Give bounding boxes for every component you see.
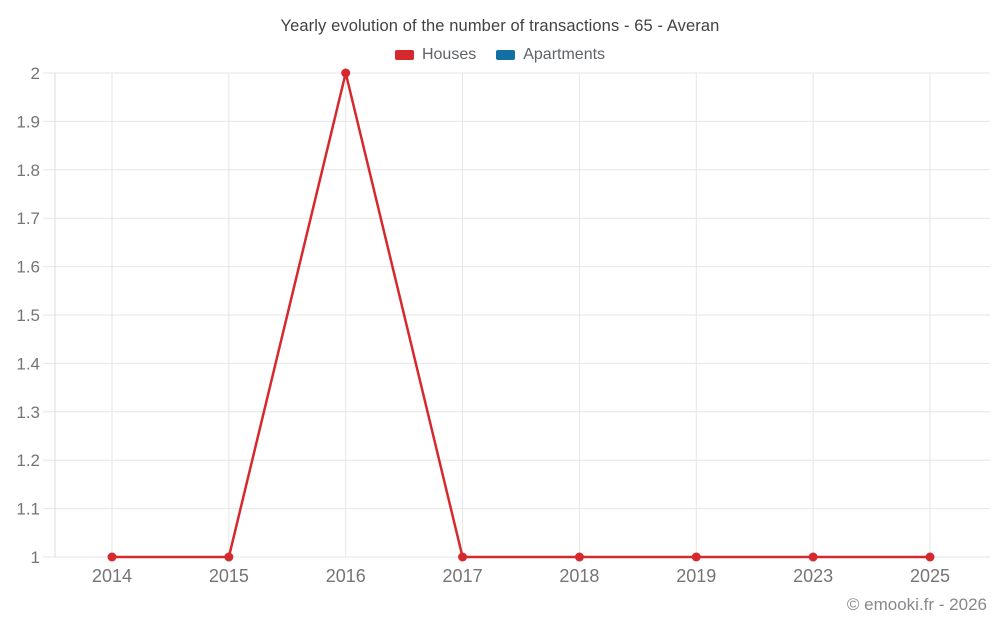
y-tick-label: 1.5: [16, 306, 40, 325]
y-tick-label: 2: [31, 64, 40, 83]
copyright-text: © emooki.fr - 2026: [846, 595, 987, 614]
y-tick-label: 1.3: [16, 403, 40, 422]
x-tick-label: 2018: [559, 566, 599, 586]
legend: Houses Apartments: [0, 46, 1000, 64]
data-point-houses-2016[interactable]: [341, 68, 351, 78]
y-tick-label: 1: [31, 548, 40, 567]
x-tick-label: 2014: [92, 566, 132, 586]
data-point-houses-2017[interactable]: [458, 552, 468, 562]
y-tick-label: 1.9: [16, 112, 40, 131]
data-point-houses-2018[interactable]: [574, 552, 584, 562]
data-point-houses-2015[interactable]: [224, 552, 234, 562]
x-tick-label: 2017: [443, 566, 483, 586]
legend-item-apartments[interactable]: Apartments: [496, 46, 605, 64]
x-tick-label: 2015: [209, 566, 249, 586]
y-tick-label: 1.2: [16, 451, 40, 470]
chart-title: Yearly evolution of the number of transa…: [280, 17, 720, 35]
x-tick-label: 2025: [910, 566, 950, 586]
apartments-series-swatch-icon: [496, 50, 516, 60]
data-point-houses-2019[interactable]: [691, 552, 701, 562]
legend-label-houses: Houses: [421, 46, 477, 63]
y-tick-label: 1.4: [16, 354, 40, 373]
data-point-houses-2023[interactable]: [808, 552, 818, 562]
x-tick-label: 2019: [676, 566, 716, 586]
data-point-houses-2025[interactable]: [925, 552, 935, 562]
data-point-houses-2014[interactable]: [107, 552, 117, 562]
y-tick-label: 1.7: [16, 209, 40, 228]
houses-series-swatch-icon: [394, 50, 414, 60]
y-tick-label: 1.8: [16, 161, 40, 180]
x-tick-label: 2016: [326, 566, 366, 586]
y-tick-label: 1.1: [16, 500, 40, 519]
x-tick-label: 2023: [793, 566, 833, 586]
y-tick-label: 1.6: [16, 258, 40, 277]
legend-item-houses[interactable]: Houses: [394, 46, 477, 64]
legend-label-apartments: Apartments: [523, 46, 606, 63]
series-line-houses: [112, 72, 930, 559]
